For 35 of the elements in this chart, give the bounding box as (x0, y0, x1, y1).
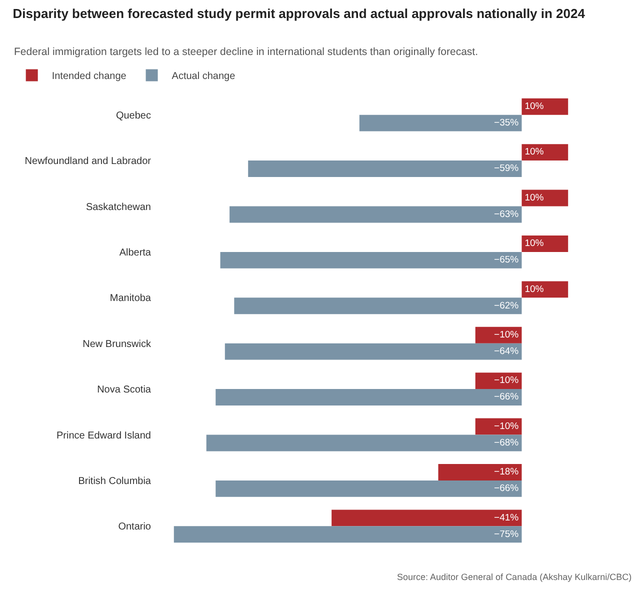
y-tick-label: Quebec (116, 110, 151, 122)
chart-subtitle: Federal immigration targets led to a steeper decline in international students than originally forecast. (14, 46, 478, 58)
data-label: −75% (494, 528, 520, 540)
data-label: −62% (494, 300, 520, 312)
data-label: −68% (494, 437, 520, 448)
data-label: −41% (494, 512, 520, 524)
y-tick-label: New Brunswick (82, 338, 152, 350)
legend-label: Intended change (52, 71, 127, 82)
y-tick-label: Newfoundland and Labrador (24, 156, 152, 168)
y-tick-label: Nova Scotia (97, 384, 152, 396)
chart-title: Disparity between forecasted study permit approvals and actual approvals nationally in 2024 (12, 6, 586, 21)
y-tick-label: Saskatchewan (86, 202, 151, 213)
y-tick-label: Prince Edward Island (56, 430, 151, 442)
data-label: 10% (524, 284, 544, 295)
data-label: 10% (524, 146, 544, 158)
data-label: −10% (494, 375, 520, 386)
y-tick-label: Ontario (118, 522, 152, 533)
y-tick-label: Alberta (119, 247, 152, 258)
data-label: −66% (494, 483, 520, 494)
data-label: −65% (494, 254, 520, 266)
data-label: −10% (494, 420, 520, 432)
legend-label: Actual change (172, 71, 236, 82)
data-label: 10% (524, 238, 544, 250)
data-label: −10% (494, 330, 520, 340)
data-label: 10% (524, 101, 544, 112)
data-label: −18% (494, 466, 520, 478)
y-tick-label: British Columbia (78, 476, 152, 487)
data-label: −64% (494, 346, 520, 357)
data-label: −63% (494, 208, 520, 220)
data-label: 10% (524, 192, 544, 204)
data-label: −35% (494, 117, 520, 128)
data-label: −59% (494, 163, 520, 174)
y-tick-label: Manitoba (110, 293, 152, 304)
data-label: −66% (494, 392, 520, 403)
source-note: Source: Auditor General of Canada (Akshay Kulkarni/CBC) (397, 572, 632, 582)
